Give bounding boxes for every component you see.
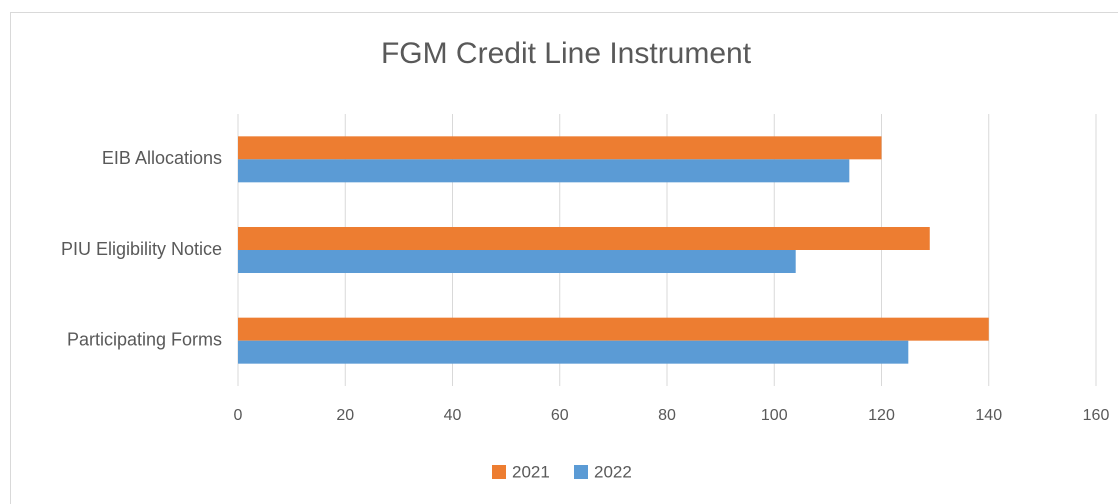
bar xyxy=(238,317,989,341)
x-tick-label: 140 xyxy=(975,407,1002,424)
x-tick-label: 20 xyxy=(336,407,354,424)
bar xyxy=(238,227,930,250)
bar xyxy=(238,250,796,273)
y-tick-label: EIB Allocations xyxy=(102,148,222,168)
y-tick-label: PIU Eligibility Notice xyxy=(61,239,222,259)
legend-label: 2021 xyxy=(512,462,550,481)
legend-swatch xyxy=(492,465,506,479)
x-tick-label: 100 xyxy=(761,407,788,424)
legend-swatch xyxy=(574,465,588,479)
legend-label: 2022 xyxy=(594,462,632,481)
x-tick-label: 0 xyxy=(234,407,243,424)
bar xyxy=(238,136,882,160)
bar xyxy=(238,340,909,364)
bar xyxy=(238,159,850,183)
x-tick-label: 80 xyxy=(658,407,676,424)
x-tick-label: 160 xyxy=(1083,407,1110,424)
y-tick-label: Participating Forms xyxy=(67,329,222,349)
x-tick-label: 60 xyxy=(551,407,569,424)
chart-title: FGM Credit Line Instrument xyxy=(381,37,752,70)
x-tick-label: 120 xyxy=(868,407,895,424)
x-tick-label: 40 xyxy=(444,407,462,424)
